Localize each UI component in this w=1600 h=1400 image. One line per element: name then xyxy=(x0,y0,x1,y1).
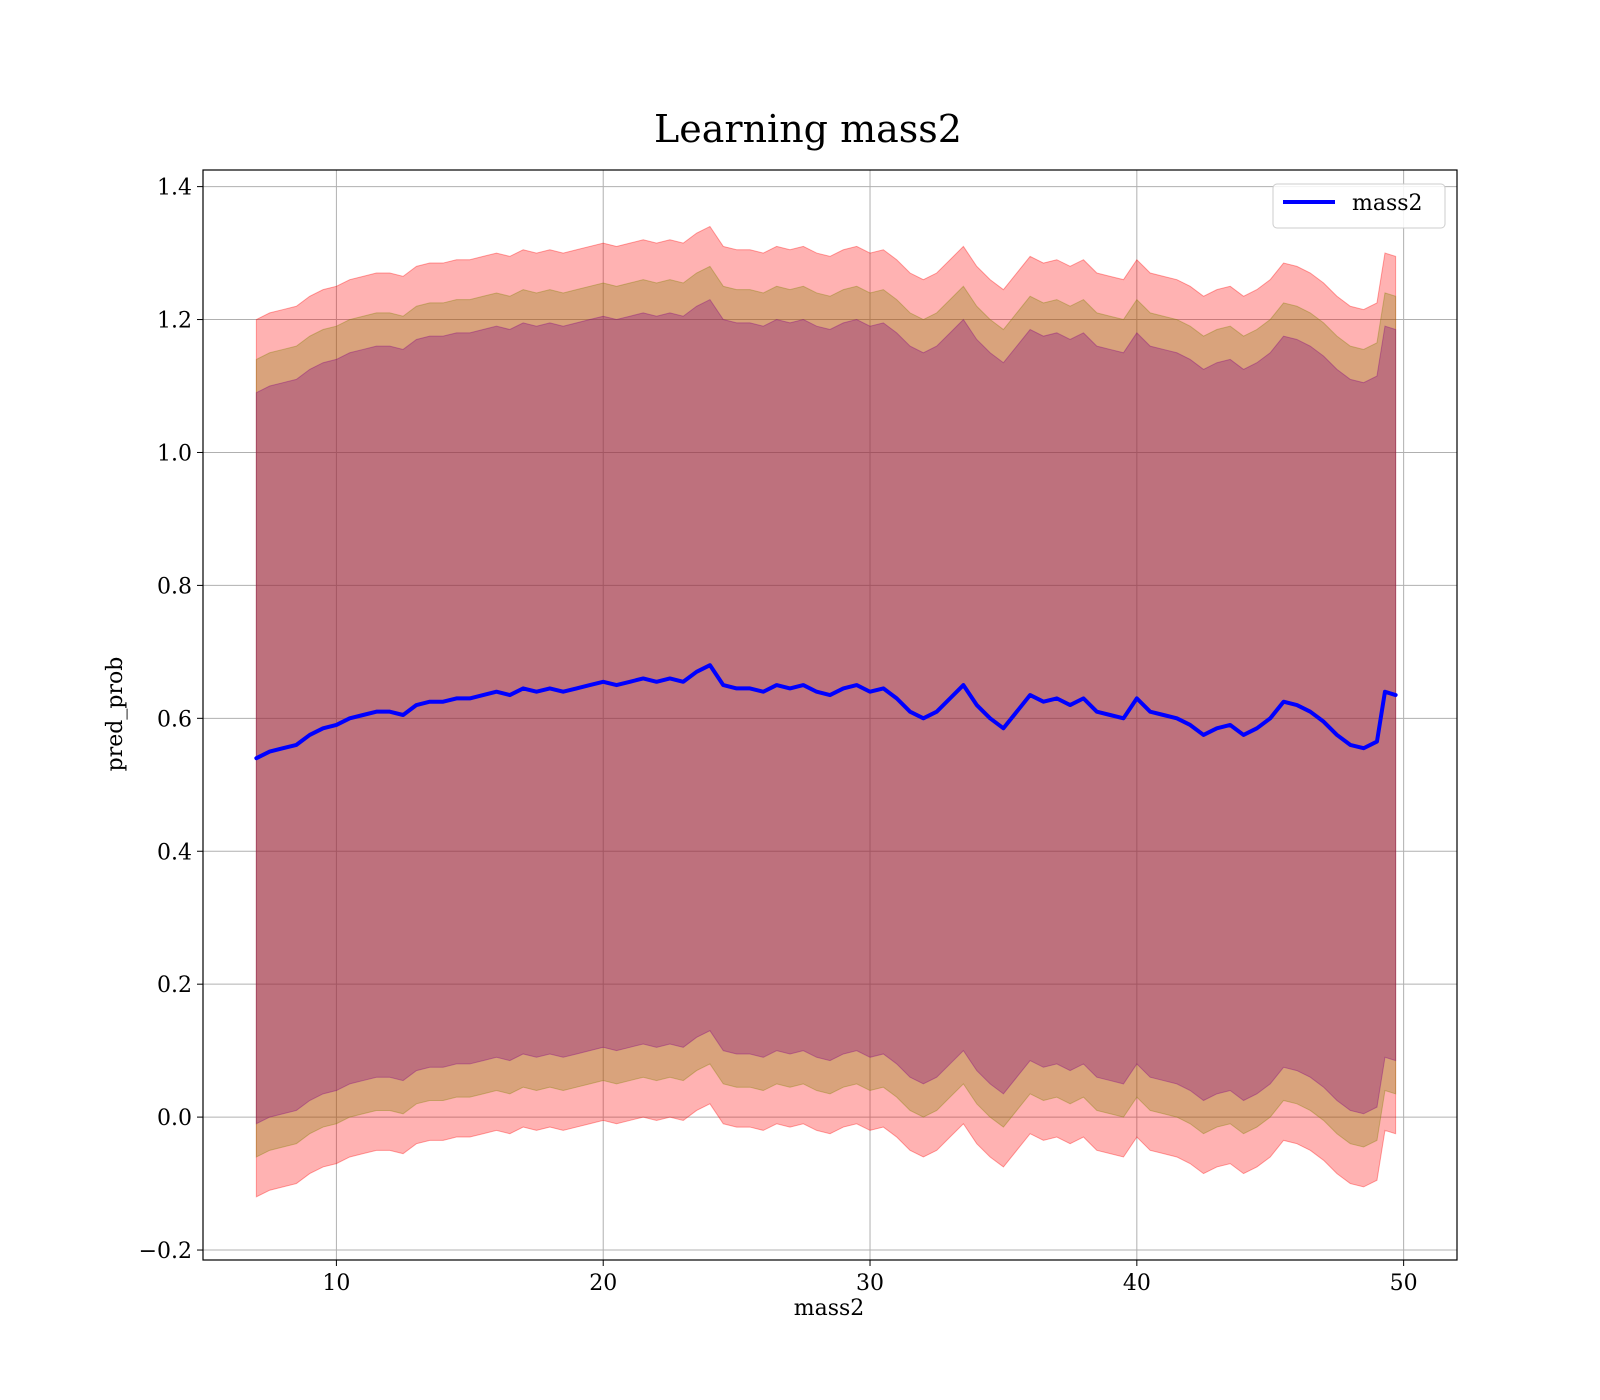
y-tick-label: 0.4 xyxy=(157,840,192,865)
series-line-layer xyxy=(254,663,1398,761)
confidence-band-1 xyxy=(255,225,1397,1198)
y-tick-label: 1.4 xyxy=(157,176,192,201)
legend-box xyxy=(1272,183,1446,229)
y-tick-label: 1.0 xyxy=(157,441,192,466)
y-tick-label: 0.8 xyxy=(157,574,192,599)
y-tick-label: 0.6 xyxy=(157,707,192,732)
y-tick-label: 0.2 xyxy=(157,973,192,998)
legend: mass2 xyxy=(1272,183,1446,229)
grid-lines xyxy=(203,170,1457,1260)
y-axis-label: pred_prob xyxy=(103,657,128,772)
legend-label-mass2: mass2 xyxy=(1352,191,1423,216)
x-tick-label: 30 xyxy=(856,1271,884,1296)
x-axis-ticks: 10 20 30 40 50 xyxy=(322,1260,1418,1296)
y-tick-label: −0.2 xyxy=(139,1239,192,1264)
x-tick-label: 20 xyxy=(589,1271,617,1296)
confidence-bands xyxy=(255,225,1397,1198)
x-tick-label: 10 xyxy=(322,1271,350,1296)
y-axis-ticks: −0.2 0.0 0.2 0.4 0.6 0.8 1.0 1.2 1.4 xyxy=(139,176,203,1264)
plot-area-frame xyxy=(202,169,1458,1261)
x-tick-label: 50 xyxy=(1390,1271,1418,1296)
y-tick-label: 1.2 xyxy=(157,309,192,334)
y-tick-label: 0.0 xyxy=(157,1106,192,1131)
series-line-mass2 xyxy=(254,663,1398,761)
x-axis-label: mass2 xyxy=(794,1296,865,1321)
x-tick-label: 40 xyxy=(1123,1271,1151,1296)
confidence-band-3 xyxy=(255,298,1397,1125)
confidence-band-2 xyxy=(255,265,1397,1158)
chart-title: Learning mass2 xyxy=(654,107,962,151)
